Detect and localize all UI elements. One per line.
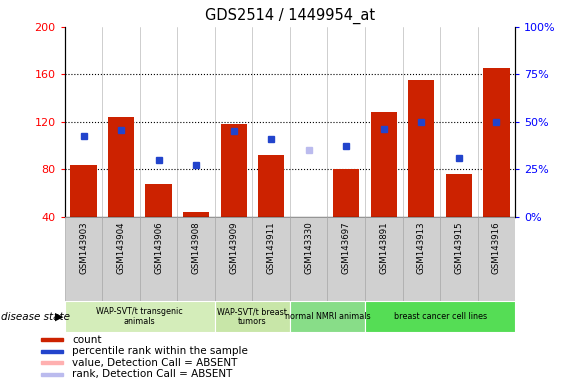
Bar [370,113,397,217]
Bar [42,361,63,364]
Bar [183,212,209,217]
Bar [477,217,515,301]
Text: disease state: disease state [1,312,70,322]
Bar [333,169,359,217]
Text: GSM143913: GSM143913 [417,221,426,274]
Bar [252,217,290,301]
Bar [42,373,63,376]
Bar [215,301,290,332]
Text: percentile rank within the sample: percentile rank within the sample [73,346,248,356]
Text: GSM143908: GSM143908 [191,221,200,274]
Text: GSM143330: GSM143330 [304,221,313,274]
Bar [403,217,440,301]
Bar [440,217,477,301]
Text: GSM143697: GSM143697 [342,221,351,274]
Text: ▶: ▶ [55,312,64,322]
Bar [258,155,284,217]
Bar [102,217,140,301]
Bar [483,68,510,217]
Text: GSM143911: GSM143911 [267,221,276,274]
Text: breast cancer cell lines: breast cancer cell lines [394,312,486,321]
Bar [65,301,215,332]
Bar [408,80,435,217]
Text: GSM143906: GSM143906 [154,221,163,274]
Bar [290,217,328,301]
Bar [70,165,97,217]
Bar [328,217,365,301]
Bar [446,174,472,217]
Bar [177,217,215,301]
Text: WAP-SVT/t transgenic
animals: WAP-SVT/t transgenic animals [96,307,183,326]
Text: GSM143916: GSM143916 [492,221,501,274]
Text: WAP-SVT/t breast
tumors: WAP-SVT/t breast tumors [217,307,287,326]
Text: count: count [73,335,102,345]
Text: GSM143904: GSM143904 [117,221,126,274]
Bar [65,217,102,301]
Bar [140,217,177,301]
Text: value, Detection Call = ABSENT: value, Detection Call = ABSENT [73,358,238,368]
Bar [221,124,247,217]
Text: GSM143909: GSM143909 [229,221,238,274]
Text: GSM143903: GSM143903 [79,221,88,274]
Bar [42,338,63,341]
Bar [108,117,134,217]
Bar [365,301,515,332]
Text: rank, Detection Call = ABSENT: rank, Detection Call = ABSENT [73,369,233,379]
Bar [365,217,403,301]
Text: GSM143891: GSM143891 [379,221,388,274]
Text: GSM143915: GSM143915 [454,221,463,274]
Text: normal NMRI animals: normal NMRI animals [285,312,370,321]
Title: GDS2514 / 1449954_at: GDS2514 / 1449954_at [205,8,375,24]
Bar [42,350,63,353]
Bar [145,184,172,217]
Bar [290,301,365,332]
Bar [215,217,252,301]
